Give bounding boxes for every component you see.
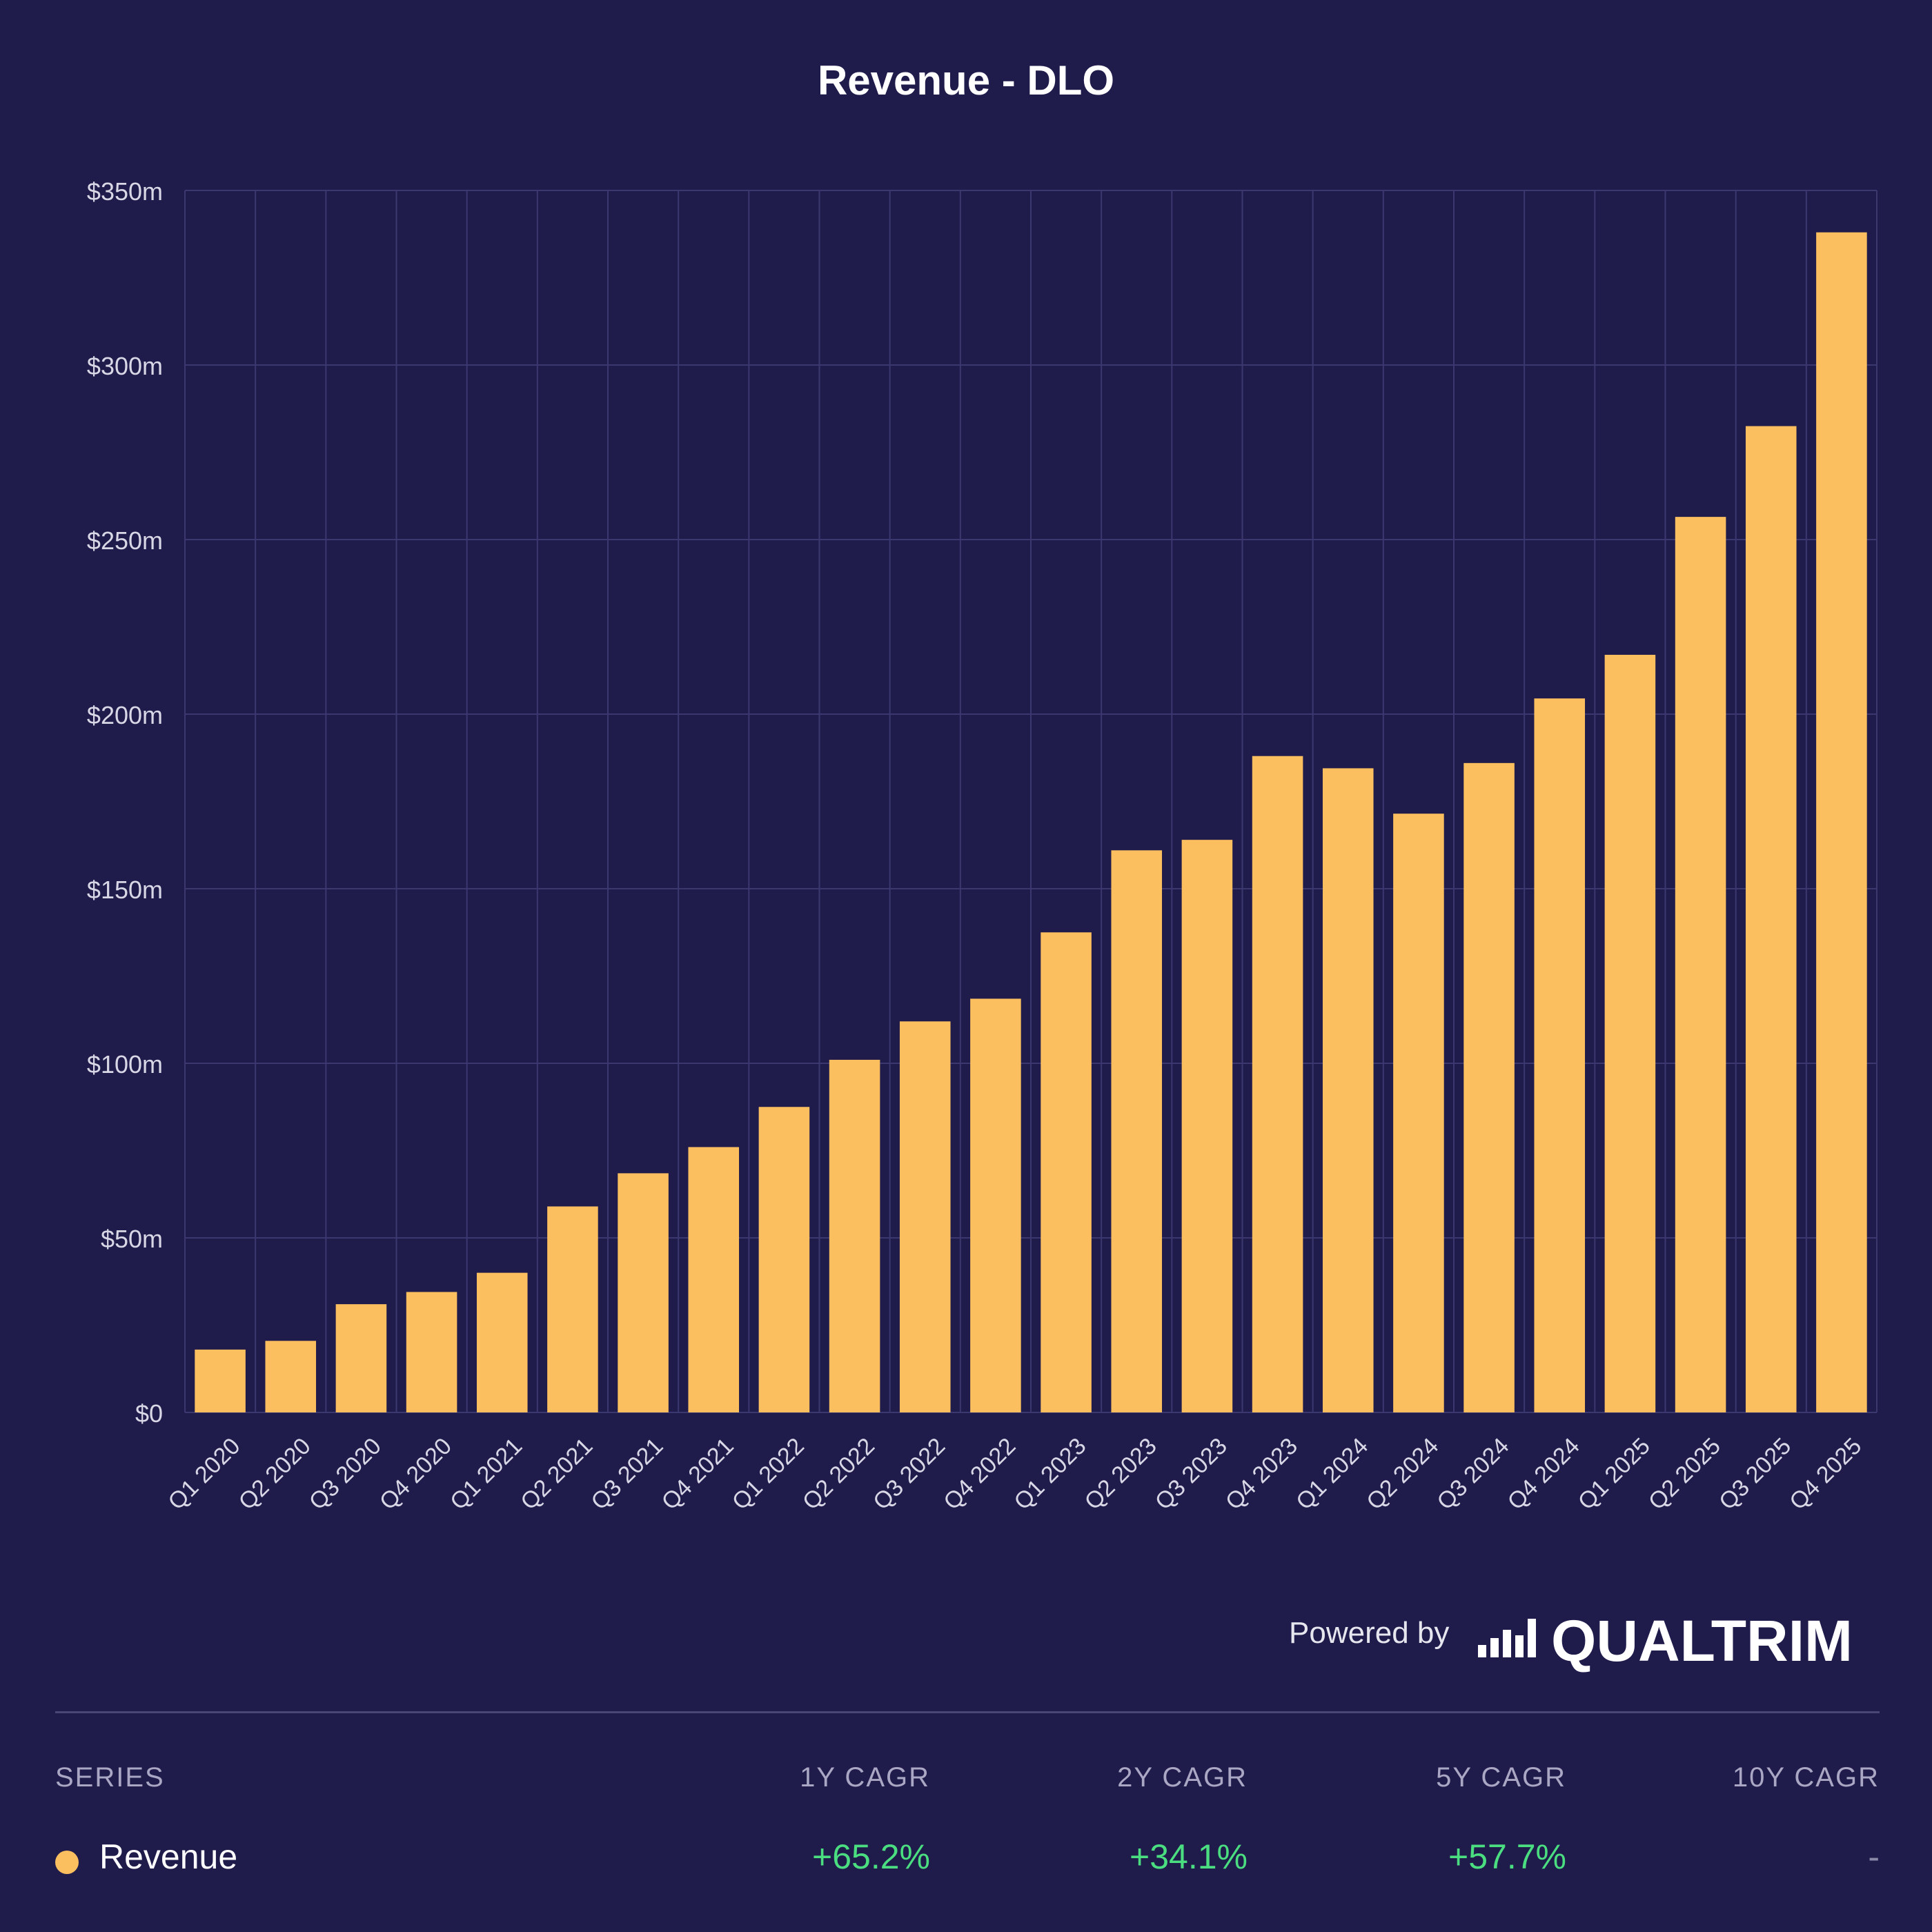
x-tick-label: Q2 2020 [234,1433,316,1515]
x-tick-label: Q3 2021 [586,1433,668,1515]
row-10y-cagr: - [1868,1837,1880,1876]
revenue-legend-dot [55,1851,79,1874]
x-tick-label: Q1 2021 [445,1433,527,1515]
y-tick-label: $300m [87,352,163,380]
y-tick-label: $200m [87,701,163,729]
bar-q1-2021[interactable] [476,1272,528,1412]
qualtrim-bars-icon [1478,1619,1536,1657]
bar-q3-2022[interactable] [899,1021,951,1412]
row-2y-cagr: +34.1% [1130,1837,1248,1876]
qualtrim-logo-text: QUALTRIM [1551,1608,1853,1673]
y-axis-tick-labels: $0 $50m $100m $150m $200m $250m $300m $350m [87,177,163,1428]
x-tick-label: Q4 2022 [938,1433,1021,1515]
bar-q3-2023[interactable] [1181,840,1233,1412]
bar-q2-2024[interactable] [1393,814,1444,1412]
row-series-name: Revenue [99,1837,238,1876]
x-tick-label: Q4 2021 [657,1433,739,1515]
bar-layer [195,232,1867,1413]
x-tick-label: Q3 2025 [1714,1433,1796,1515]
header-5y-cagr: 5Y CAGR [1436,1762,1566,1793]
x-tick-label: Q2 2023 [1080,1433,1162,1515]
bar-q4-2021[interactable] [688,1147,740,1412]
bar-q4-2020[interactable] [406,1292,457,1412]
bar-q1-2022[interactable] [758,1107,810,1412]
header-series: SERIES [55,1762,165,1793]
powered-by-label: Powered by [1289,1616,1450,1650]
bar-q2-2022[interactable] [829,1059,880,1412]
x-tick-label: Q1 2025 [1573,1433,1655,1515]
bar-q1-2020[interactable] [195,1349,246,1412]
cagr-table: SERIES 1Y CAGR 2Y CAGR 5Y CAGR 10Y CAGR … [55,1753,1880,1891]
x-tick-label: Q2 2021 [515,1433,598,1515]
x-tick-label: Q1 2023 [1009,1433,1091,1515]
y-tick-label: $50m [101,1225,163,1253]
bar-q1-2025[interactable] [1604,654,1656,1412]
revenue-bar-chart: $0 $50m $100m $150m $200m $250m $300m $350m Q1 … [87,177,1877,1515]
grid-layer [184,190,1877,1413]
table-divider [55,1711,1880,1713]
x-tick-label: Q2 2024 [1361,1433,1443,1515]
bar-q2-2020[interactable] [265,1341,317,1412]
x-tick-label: Q2 2022 [798,1433,880,1515]
bar-q1-2023[interactable] [1041,932,1092,1412]
powered-by-branding[interactable]: Powered by QUALTRIM [1283,1608,1870,1673]
y-tick-label: $0 [135,1399,163,1428]
header-1y-cagr: 1Y CAGR [800,1762,930,1793]
chart-title: Revenue - DLO [817,57,1115,103]
bar-q2-2021[interactable] [547,1206,598,1412]
y-tick-label: $350m [87,177,163,206]
x-tick-label: Q1 2024 [1291,1433,1373,1515]
x-tick-label: Q3 2022 [868,1433,950,1515]
header-10y-cagr: 10Y CAGR [1732,1762,1880,1793]
bar-q3-2021[interactable] [618,1173,669,1412]
bar-q3-2025[interactable] [1745,426,1797,1412]
x-tick-label: Q3 2020 [304,1433,386,1515]
y-tick-label: $250m [87,526,163,555]
bar-q1-2024[interactable] [1322,768,1374,1412]
header-2y-cagr: 2Y CAGR [1117,1762,1248,1793]
bar-q4-2023[interactable] [1252,756,1303,1412]
bar-q4-2024[interactable] [1534,698,1586,1412]
row-5y-cagr: +57.7% [1448,1837,1566,1876]
bar-q3-2020[interactable] [335,1304,387,1412]
bar-q3-2024[interactable] [1463,762,1515,1412]
y-tick-label: $150m [87,876,163,904]
bar-q4-2025[interactable] [1816,232,1867,1413]
x-tick-label: Q4 2024 [1503,1433,1585,1515]
row-1y-cagr: +65.2% [812,1837,930,1876]
x-tick-label: Q1 2022 [727,1433,809,1515]
x-tick-label: Q1 2020 [163,1433,245,1515]
x-tick-label: Q3 2023 [1150,1433,1232,1515]
x-tick-label: Q4 2023 [1221,1433,1303,1515]
y-tick-label: $100m [87,1050,163,1078]
x-tick-label: Q2 2025 [1644,1433,1726,1515]
bar-q2-2025[interactable] [1675,517,1726,1412]
bar-q4-2022[interactable] [970,998,1021,1412]
x-tick-label: Q3 2024 [1432,1433,1514,1515]
bar-q2-2023[interactable] [1111,850,1163,1412]
x-tick-label: Q4 2025 [1784,1433,1866,1515]
x-tick-label: Q4 2020 [375,1433,457,1515]
